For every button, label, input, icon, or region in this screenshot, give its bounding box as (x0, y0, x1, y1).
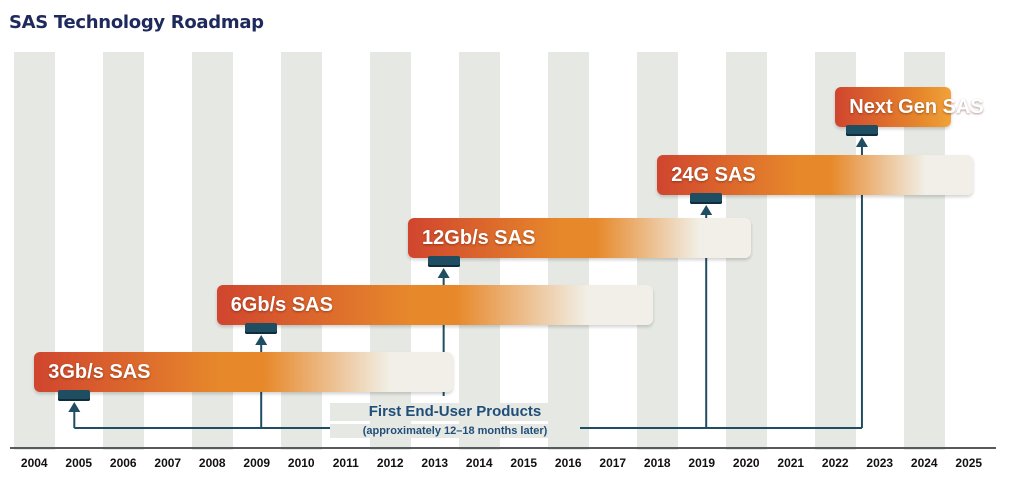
generation-bar (657, 155, 974, 195)
product-marker (845, 125, 878, 136)
arrow-head-icon (700, 205, 713, 215)
product-marker (245, 323, 278, 334)
year-label: 2006 (109, 456, 137, 470)
year-label: 2014 (465, 456, 493, 470)
year-label: 2004 (20, 456, 48, 470)
product-marker (427, 256, 460, 267)
generation-label: Next Gen SAS (849, 96, 984, 118)
arrow-head-icon (855, 137, 868, 147)
year-label: 2025 (955, 456, 983, 470)
year-label: 2016 (554, 456, 582, 470)
year-label: 2013 (421, 456, 449, 470)
year-label: 2021 (777, 456, 805, 470)
year-label: 2017 (599, 456, 627, 470)
page-title: SAS Technology Roadmap (9, 12, 264, 33)
product-marker (58, 390, 91, 401)
year-axis-labels: 2004 2005 2006 2007 2008 2009 2010 2011 2012 2013… (0, 456, 1012, 478)
year-label: 2007 (154, 456, 182, 470)
arrow-head-icon (437, 268, 450, 278)
year-label: 2019 (688, 456, 716, 470)
year-label: 2012 (376, 456, 404, 470)
year-label: 2008 (198, 456, 226, 470)
generation-label: 6Gb/s SAS (230, 294, 333, 316)
year-label: 2023 (866, 456, 894, 470)
generation-bar (835, 87, 951, 127)
timeline-axis (10, 447, 996, 449)
arrow-head-icon (255, 335, 268, 345)
first-products-label: First End-User Products (330, 403, 580, 421)
first-products-sublabel: (approximately 12–18 months later) (330, 424, 580, 438)
arrow-head-icon (68, 402, 81, 412)
year-label: 2010 (287, 456, 315, 470)
year-label: 2022 (821, 456, 849, 470)
year-label: 2020 (732, 456, 760, 470)
generation-bar (216, 285, 653, 325)
product-marker (690, 193, 723, 204)
generation-label: 12Gb/s SAS (422, 227, 536, 249)
year-label: 2005 (65, 456, 93, 470)
generation-bar (408, 218, 751, 258)
year-label: 2009 (243, 456, 271, 470)
year-label: 2015 (510, 456, 538, 470)
year-label: 2018 (643, 456, 671, 470)
year-label: 2011 (332, 456, 359, 470)
generation-label: 24G SAS (671, 164, 756, 186)
year-label: 2024 (910, 456, 938, 470)
generation-bar (34, 352, 453, 392)
generation-label: 3Gb/s SAS (48, 361, 151, 383)
